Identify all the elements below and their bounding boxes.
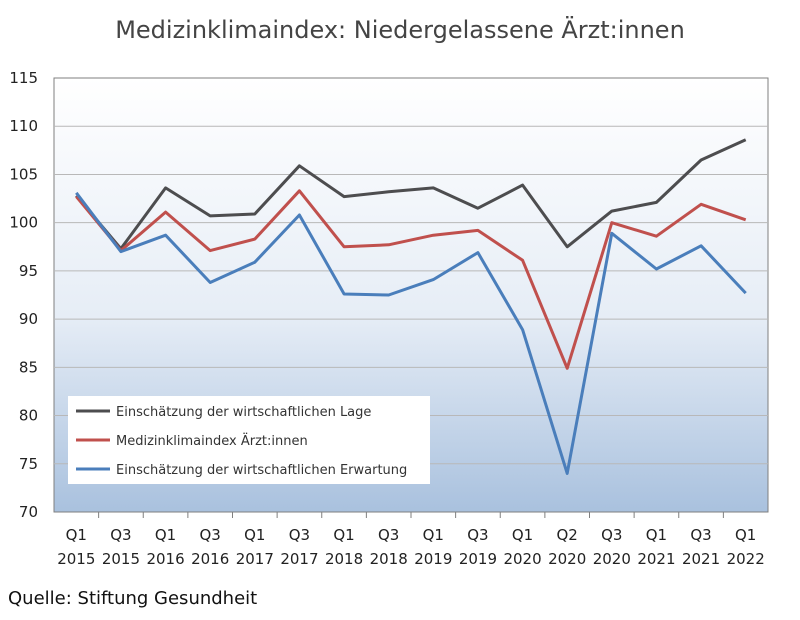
- x-tick-label-quarter: Q3: [601, 526, 622, 544]
- x-tick-label-year: 2016: [191, 550, 229, 568]
- x-tick-label-year: 2017: [236, 550, 274, 568]
- x-tick-label-year: 2018: [370, 550, 408, 568]
- x-tick-label-year: 2020: [593, 550, 631, 568]
- legend-label: Einschätzung der wirtschaftlichen Erwart…: [116, 463, 407, 478]
- x-tick-label-quarter: Q3: [200, 526, 221, 544]
- x-tick-label-year: 2016: [146, 550, 184, 568]
- chart-title: Medizinklimaindex: Niedergelassene Ärzt:…: [115, 16, 685, 44]
- y-tick-label: 95: [19, 262, 38, 280]
- x-tick-label-quarter: Q1: [155, 526, 176, 544]
- legend-label: Medizinklimaindex Ärzt:innen: [116, 433, 308, 449]
- series-line-2: [75, 189, 747, 370]
- x-tick-label-quarter: Q3: [110, 526, 131, 544]
- x-tick-label-quarter: Q3: [378, 526, 399, 544]
- x-tick-label-year: 2019: [414, 550, 452, 568]
- x-tick-label-year: 2019: [459, 550, 497, 568]
- x-tick-label-year: 2021: [637, 550, 675, 568]
- series-line-3: [75, 191, 747, 475]
- x-tick-label-quarter: Q1: [333, 526, 354, 544]
- y-tick-label: 115: [9, 69, 38, 87]
- x-tick-label-quarter: Q1: [244, 526, 265, 544]
- legend: Einschätzung der wirtschaftlichen Lage Me…: [68, 396, 430, 484]
- y-tick-label: 75: [19, 455, 38, 473]
- x-tick-label-year: 2020: [503, 550, 541, 568]
- x-tick-label-year: 2015: [57, 550, 95, 568]
- y-tick-label: 85: [19, 358, 38, 376]
- x-tick-label-year: 2021: [682, 550, 720, 568]
- x-tick-label-quarter: Q2: [557, 526, 578, 544]
- legend-label: Einschätzung der wirtschaftlichen Lage: [116, 405, 371, 420]
- x-tick-label-quarter: Q3: [289, 526, 310, 544]
- y-tick-label: 100: [9, 214, 38, 232]
- x-tick-label-year: 2015: [102, 550, 140, 568]
- y-tick-label: 105: [9, 165, 38, 183]
- x-tick-label-quarter: Q3: [467, 526, 488, 544]
- legend-box: [68, 396, 430, 484]
- source-note: Quelle: Stiftung Gesundheit: [8, 588, 258, 609]
- x-tick-label-quarter: Q1: [735, 526, 756, 544]
- y-tick-label: 90: [19, 310, 38, 328]
- y-axis-ticks: 70 75 80 85 90 95 100 105 110 115: [9, 69, 38, 521]
- x-tick-label-year: 2022: [727, 550, 765, 568]
- x-axis-ticks: Q1 2015 Q3 2015 Q1 2016 Q3 2016 Q1 2017 Q3 2017 Q1 20…: [57, 512, 765, 568]
- series-lines: [75, 138, 747, 475]
- x-tick-label-quarter: Q3: [690, 526, 711, 544]
- y-tick-label: 110: [9, 117, 38, 135]
- x-tick-label-quarter: Q1: [423, 526, 444, 544]
- y-tick-label: 80: [19, 407, 38, 425]
- x-tick-label-quarter: Q1: [512, 526, 533, 544]
- x-tick-label-year: 2020: [548, 550, 586, 568]
- series-line-1: [75, 138, 747, 251]
- x-tick-label-year: 2018: [325, 550, 363, 568]
- x-tick-label-year: 2017: [280, 550, 318, 568]
- y-tick-label: 70: [19, 503, 38, 521]
- x-tick-label-quarter: Q1: [66, 526, 87, 544]
- x-tick-label-quarter: Q1: [646, 526, 667, 544]
